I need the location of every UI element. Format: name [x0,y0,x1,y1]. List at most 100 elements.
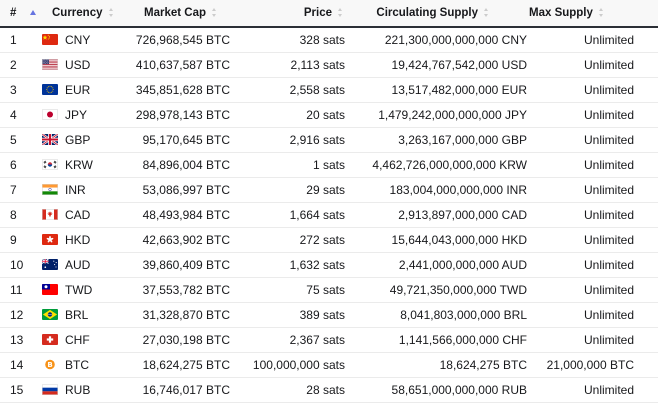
currency-code: CNY [65,32,91,47]
kr-flag-icon [42,158,58,170]
au-flag-icon [42,258,58,270]
header-market-cap[interactable]: Market Cap [125,0,235,28]
header-price[interactable]: Price [235,0,347,28]
header-circulating-supply[interactable]: Circulating Supply [347,0,529,28]
market-cap-cell: 410,637,587 BTC [125,52,235,78]
sort-icon [108,8,115,17]
header-rank-label: # [10,7,17,19]
market-cap-cell: 53,086,997 BTC [125,177,235,203]
table-row[interactable]: 15 RUB 16,746,017 BTC 28 sats 58,651,000… [0,377,658,403]
header-rank[interactable]: # [0,0,40,28]
us-flag-icon [42,58,58,70]
max-supply-cell: Unlimited [529,177,658,203]
sort-icon [337,8,344,17]
max-supply-cell: Unlimited [529,327,658,353]
rank-cell: 4 [0,102,40,128]
rank-cell: 10 [0,252,40,278]
market-cap-cell: 84,896,004 BTC [125,152,235,178]
circulating-supply-cell: 221,300,000,000,000 CNY [347,27,529,53]
header-max-supply[interactable]: Max Supply [529,0,658,28]
rank-cell: 7 [0,177,40,203]
rank-cell: 9 [0,227,40,253]
max-supply-cell: Unlimited [529,152,658,178]
currency-cell: USD [40,52,125,78]
market-cap-cell: 345,851,628 BTC [125,77,235,103]
max-supply-cell: Unlimited [529,77,658,103]
currency-code: AUD [65,257,91,272]
max-supply-cell: Unlimited [529,227,658,253]
currency-cell: B BTC [40,352,125,378]
rank-cell: 3 [0,77,40,103]
price-cell: 100,000,000 sats [235,352,347,378]
currency-code: JPY [65,107,88,122]
tw-flag-icon [42,283,58,295]
currency-cell: JPY [40,102,125,128]
currency-cell: HKD [40,227,125,253]
cn-flag-icon [42,33,58,45]
max-supply-cell: Unlimited [529,27,658,53]
currency-cell: RUB [40,377,125,403]
circulating-supply-cell: 15,644,043,000,000 HKD [347,227,529,253]
market-cap-cell: 16,746,017 BTC [125,377,235,403]
max-supply-cell: Unlimited [529,252,658,278]
circulating-supply-cell: 4,462,726,000,000,000 KRW [347,152,529,178]
sort-icon [483,8,490,17]
currency-code: INR [65,182,86,197]
price-cell: 28 sats [235,377,347,403]
header-max-supply-label: Max Supply [529,7,593,19]
table-row[interactable]: 12 BRL 31,328,870 BTC 389 sats 8,041,803… [0,302,658,328]
market-cap-cell: 37,553,782 BTC [125,277,235,303]
ch-flag-icon [42,333,58,345]
br-flag-icon [42,308,58,320]
table-row[interactable]: 9 HKD 42,663,902 BTC 272 sats 15,644,043… [0,227,658,253]
sort-icon [598,8,605,17]
rank-cell: 14 [0,352,40,378]
rank-cell: 8 [0,202,40,228]
price-cell: 1,632 sats [235,252,347,278]
in-flag-icon [42,183,58,195]
rank-cell: 12 [0,302,40,328]
table-row[interactable]: 8 CAD 48,493,984 BTC 1,664 sats 2,913,89… [0,202,658,228]
price-cell: 29 sats [235,177,347,203]
market-cap-cell: 27,030,198 BTC [125,327,235,353]
circulating-supply-cell: 3,263,167,000,000 GBP [347,127,529,153]
table-row[interactable]: 14 B BTC 18,624,275 BTC 100,000,000 sats … [0,352,658,378]
currency-code: TWD [65,282,93,297]
table-row[interactable]: 11 TWD 37,553,782 BTC 75 sats 49,721,350… [0,277,658,303]
currency-cell: TWD [40,277,125,303]
currency-cell: KRW [40,152,125,178]
table-row[interactable]: 6 KRW 84,896,004 BTC 1 sats 4,462,726,00… [0,152,658,178]
table-row[interactable]: 5 GBP 95,170,645 BTC 2,916 sats 3,263,16… [0,127,658,153]
currency-cell: CNY [40,27,125,53]
eu-flag-icon [42,83,58,95]
market-cap-cell: 31,328,870 BTC [125,302,235,328]
header-currency[interactable]: Currency [40,0,125,28]
price-cell: 2,367 sats [235,327,347,353]
table-row[interactable]: 13 CHF 27,030,198 BTC 2,367 sats 1,141,5… [0,327,658,353]
price-cell: 272 sats [235,227,347,253]
circulating-supply-cell: 13,517,482,000,000 EUR [347,77,529,103]
price-cell: 75 sats [235,277,347,303]
header-circulating-supply-label: Circulating Supply [376,7,478,19]
max-supply-cell: 21,000,000 BTC [529,352,658,378]
rank-cell: 6 [0,152,40,178]
currency-code: KRW [65,157,93,172]
table-row[interactable]: 4 JPY 298,978,143 BTC 20 sats 1,479,242,… [0,102,658,128]
svg-text:B: B [47,361,52,369]
header-market-cap-label: Market Cap [144,7,206,19]
circulating-supply-cell: 49,721,350,000,000 TWD [347,277,529,303]
rank-cell: 11 [0,277,40,303]
table-row[interactable]: 7 INR 53,086,997 BTC 29 sats 183,004,000… [0,177,658,203]
table-row[interactable]: 10 AUD 39,860,409 BTC 1,632 sats 2,441,0… [0,252,658,278]
market-cap-cell: 48,493,984 BTC [125,202,235,228]
table-row[interactable]: 3 EUR 345,851,628 BTC 2,558 sats 13,517,… [0,77,658,103]
price-cell: 20 sats [235,102,347,128]
currency-code: BTC [65,357,89,372]
rank-cell: 2 [0,52,40,78]
table-row[interactable]: 2 USD 410,637,587 BTC 2,113 sats 19,424,… [0,52,658,78]
currency-cell: EUR [40,77,125,103]
table-row[interactable]: 1 CNY 726,968,545 BTC 328 sats 221,300,0… [0,27,658,53]
btc-coin-icon: B [42,359,58,370]
